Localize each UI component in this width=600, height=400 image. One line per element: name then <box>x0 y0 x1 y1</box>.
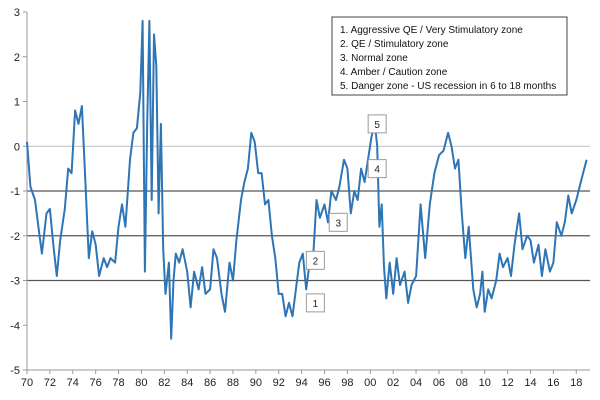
y-tick-label: -5 <box>10 365 20 377</box>
legend: 1. Aggressive QE / Very Stimulatory zone… <box>331 16 568 96</box>
series-line <box>26 19 588 340</box>
zone-label-text: 4 <box>374 165 380 176</box>
x-axis: 70 72 74 76 78 80 82 84 86 88 90 92 94 96 98 00 02 04 06 08… <box>21 369 590 389</box>
zone-label-5: 5 <box>367 114 387 134</box>
x-tick-label: 10 <box>479 377 491 389</box>
x-tick-label: 74 <box>67 377 79 389</box>
x-tick-label: 92 <box>273 377 285 389</box>
x-tick-label: 04 <box>410 377 422 389</box>
x-tick-label: 70 <box>21 377 33 389</box>
x-tick-label: 98 <box>341 377 353 389</box>
x-tick-label: 02 <box>387 377 399 389</box>
legend-box <box>331 16 568 96</box>
x-tick-label: 86 <box>204 377 216 389</box>
zone-label-2: 2 <box>305 250 325 270</box>
x-tick-label: 08 <box>456 377 468 389</box>
legend-entry: 5. Danger zone - US recession in 6 to 18… <box>340 81 556 92</box>
x-tick-label: 96 <box>318 377 330 389</box>
legend-entry: 4. Amber / Caution zone <box>340 67 448 78</box>
x-tick-label: 90 <box>250 377 262 389</box>
y-tick-label: 2 <box>14 52 20 64</box>
x-tick-label: 14 <box>524 377 536 389</box>
zone-label-text: 3 <box>335 218 341 229</box>
x-tick-label: 78 <box>112 377 124 389</box>
zone-labels: 5 4 3 2 1 <box>305 114 387 313</box>
zone-label-text: 2 <box>313 256 319 267</box>
x-tick-label: 16 <box>547 377 559 389</box>
x-tick-label: 00 <box>364 377 376 389</box>
zone-label-box <box>367 159 387 179</box>
x-tick-label: 72 <box>44 377 56 389</box>
y-tick-label: -3 <box>10 276 20 288</box>
x-tick-label: 12 <box>501 377 513 389</box>
x-tick-label: 06 <box>433 377 445 389</box>
zone-label-box <box>305 293 325 313</box>
zone-label-3: 3 <box>328 212 348 232</box>
x-tick-label: 82 <box>158 377 170 389</box>
zone-label-box <box>367 114 387 134</box>
x-tick-label: 76 <box>90 377 102 389</box>
zone-label-4: 4 <box>367 159 387 179</box>
zone-label-box <box>305 250 325 270</box>
y-axis: -5 -4 -3 -2 -1 0 1 2 3 <box>10 7 28 377</box>
legend-entry: 2. QE / Stimulatory zone <box>340 39 449 50</box>
x-tick-label: 94 <box>296 377 308 389</box>
zone-label-text: 1 <box>313 299 319 310</box>
y-tick-label: -1 <box>10 186 20 198</box>
y-tick-label: 3 <box>14 7 20 19</box>
y-tick-label: 1 <box>14 97 20 109</box>
x-tick-label: 84 <box>181 377 193 389</box>
zone-label-box <box>328 212 348 232</box>
zone-label-text: 5 <box>374 120 380 131</box>
x-tick-label: 18 <box>570 377 582 389</box>
x-tick-label: 80 <box>135 377 147 389</box>
legend-entry: 1. Aggressive QE / Very Stimulatory zone <box>340 25 523 36</box>
y-tick-label: -4 <box>10 320 20 332</box>
y-tick-label: 0 <box>14 141 20 153</box>
legend-entry: 3. Normal zone <box>340 53 408 64</box>
y-tick-label: -2 <box>10 231 20 243</box>
x-tick-label: 88 <box>227 377 239 389</box>
series-layer <box>26 19 588 340</box>
zone-label-1: 1 <box>305 293 325 313</box>
